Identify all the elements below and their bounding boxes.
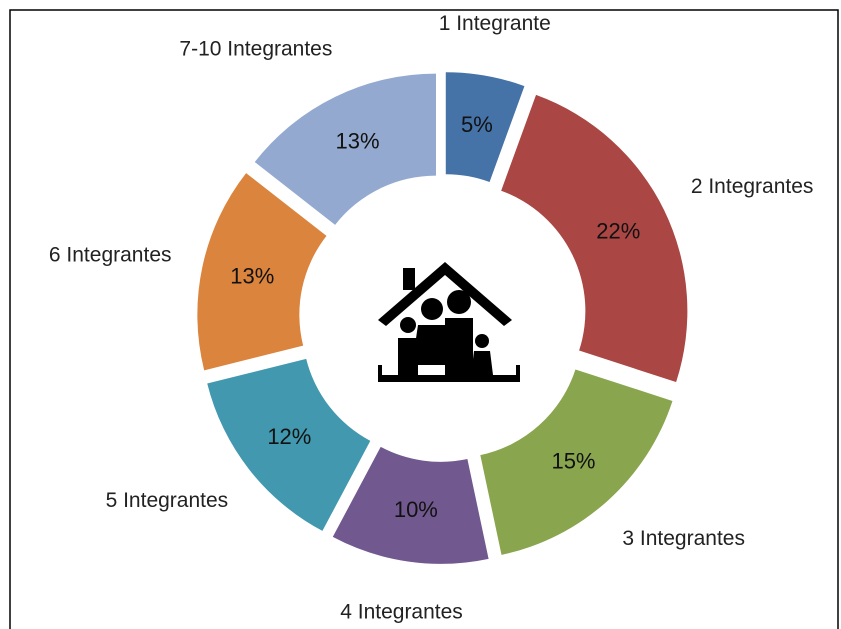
- category-label: 2 Integrantes: [691, 175, 814, 198]
- donut-segment: [445, 72, 525, 182]
- donut-segment: [207, 358, 371, 531]
- value-label: 12%: [267, 424, 311, 449]
- category-label: 5 Integrantes: [106, 489, 229, 512]
- value-label: 10%: [394, 497, 438, 522]
- donut-segment: [332, 446, 489, 564]
- value-label: 22%: [596, 218, 640, 243]
- value-label: 13%: [335, 129, 379, 154]
- category-label: 7-10 Integrantes: [179, 38, 332, 61]
- value-label: 5%: [461, 112, 493, 137]
- category-label: 1 Integrante: [439, 12, 551, 35]
- category-label: 3 Integrantes: [622, 527, 745, 550]
- value-label: 13%: [230, 263, 274, 288]
- donut-segment: [480, 369, 673, 555]
- family-icon: [378, 262, 520, 382]
- donut-segment: [501, 94, 688, 383]
- donut-segment: [197, 173, 327, 371]
- category-label: 6 Integrantes: [49, 244, 172, 267]
- category-label: 4 Integrantes: [340, 601, 463, 624]
- value-label: 15%: [551, 449, 595, 474]
- donut-segment: [254, 73, 436, 225]
- frame: [9, 9, 839, 629]
